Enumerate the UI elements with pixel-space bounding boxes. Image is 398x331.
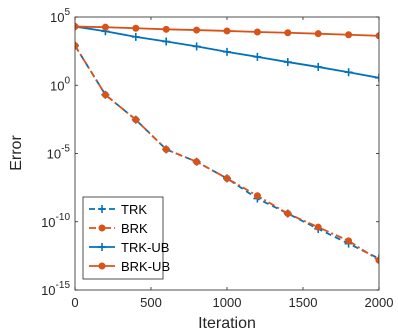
axes: 0 500 1000 1500 2000 10-15 10-10 10-5 100 105 xyxy=(41,7,393,310)
data-point-brk-ub-1 xyxy=(101,23,109,31)
data-point-brk-ub-4 xyxy=(193,26,201,34)
y-tick-label-4: 105 xyxy=(50,7,70,25)
data-point-brk-9 xyxy=(345,237,353,245)
series-line-brk xyxy=(75,45,379,262)
data-point-brk-ub-0 xyxy=(75,23,79,31)
data-point-brk-ub-2 xyxy=(132,24,140,32)
data-point-brk-ub-3 xyxy=(162,25,170,33)
data-point-brk-10 xyxy=(375,256,379,264)
x-tick-label-2: 1000 xyxy=(213,295,242,310)
data-point-brk-1 xyxy=(101,91,109,99)
data-point-trk-ub-9 xyxy=(344,68,353,77)
data-point-trk-ub-5 xyxy=(223,47,231,56)
data-point-trk-ub-4 xyxy=(192,42,201,51)
legend-label-trk-ub: TRK-UB xyxy=(121,240,169,255)
data-point-trk-ub-6 xyxy=(253,52,262,61)
legend-marker-brk xyxy=(98,224,106,232)
data-point-trk-ub-10 xyxy=(375,73,379,82)
data-point-brk-0 xyxy=(75,42,79,50)
x-tick-label-3: 1500 xyxy=(289,295,318,310)
legend-marker-trk-ub xyxy=(98,243,106,251)
data-point-brk-ub-7 xyxy=(284,29,292,37)
legend-label-brk-ub: BRK-UB xyxy=(121,259,170,274)
data-point-brk-ub-6 xyxy=(253,28,261,36)
legend-marker-trk xyxy=(98,205,106,213)
x-axis-label: Iteration xyxy=(198,315,256,331)
data-point-brk-5 xyxy=(223,174,231,182)
data-point-trk-ub-2 xyxy=(131,32,140,41)
data-point-brk-7 xyxy=(284,210,292,218)
data-point-brk-ub-9 xyxy=(345,31,353,39)
data-point-brk-ub-8 xyxy=(314,30,322,38)
y-tick-label-2: 10-5 xyxy=(47,144,71,162)
data-point-brk-4 xyxy=(193,158,201,166)
legend-label-brk: BRK xyxy=(121,221,148,236)
x-tick-label-4: 2000 xyxy=(365,295,394,310)
data-point-trk-ub-3 xyxy=(162,37,171,46)
y-tick-label-1: 10-10 xyxy=(41,212,70,230)
y-tick-label-3: 100 xyxy=(50,75,70,93)
data-point-brk-2 xyxy=(132,116,140,124)
data-point-trk-ub-8 xyxy=(314,62,323,71)
y-tick-label-0: 10-15 xyxy=(41,280,70,298)
data-point-brk-6 xyxy=(253,192,261,200)
legend-label-trk: TRK xyxy=(121,202,147,217)
y-axis-label: Error xyxy=(8,135,25,171)
data-point-brk-8 xyxy=(314,223,322,231)
x-tick-label-0: 0 xyxy=(71,295,78,310)
x-tick-label-1: 500 xyxy=(140,295,162,310)
data-point-trk-ub-7 xyxy=(283,58,292,67)
data-point-brk-3 xyxy=(162,145,170,153)
legend: TRK BRK TRK-UB BRK-UB xyxy=(82,196,170,280)
legend-marker-brk-ub xyxy=(98,262,106,270)
plot-area xyxy=(75,22,379,264)
data-point-brk-ub-10 xyxy=(375,32,379,40)
series-line-trk xyxy=(75,45,379,260)
data-point-brk-ub-5 xyxy=(223,27,231,35)
